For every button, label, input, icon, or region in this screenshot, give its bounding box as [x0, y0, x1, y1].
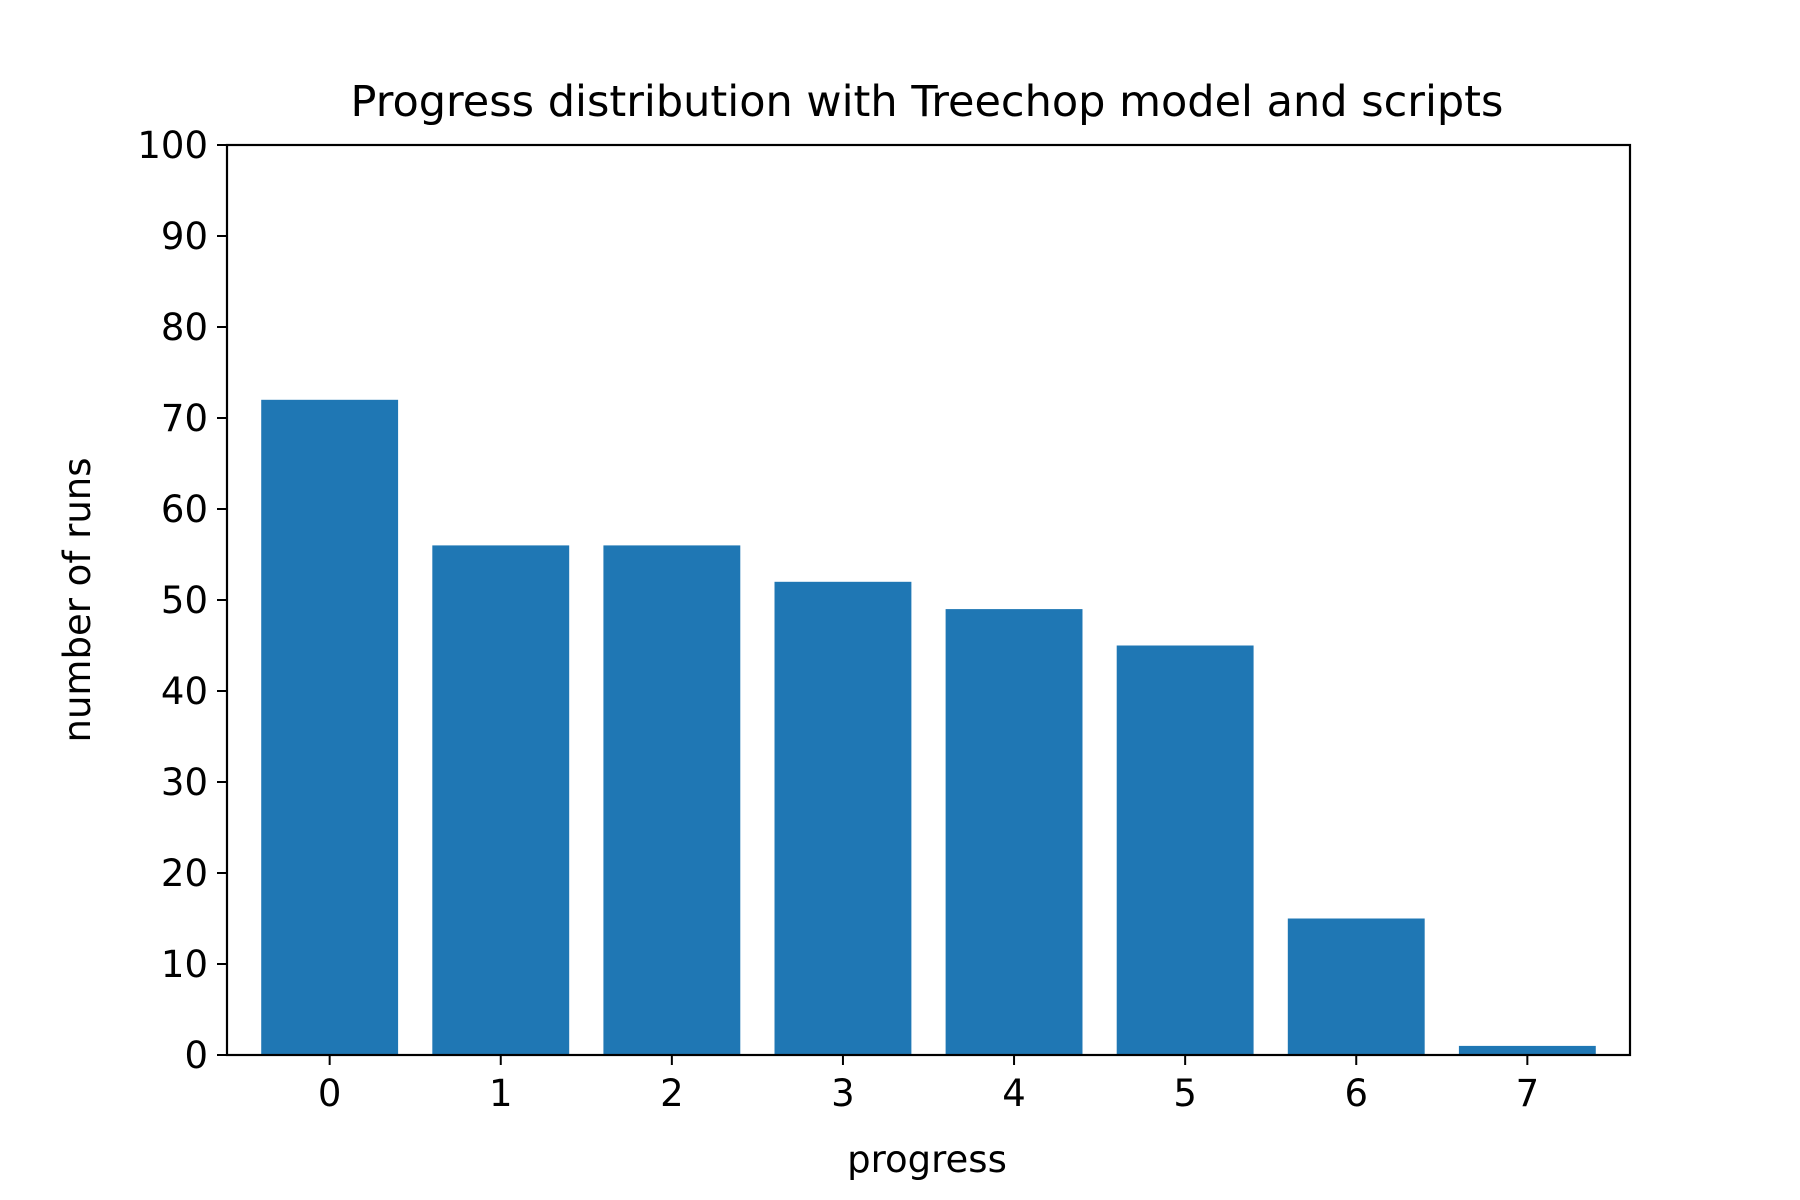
bars-group [261, 399, 1596, 1055]
y-axis-label: number of runs [56, 458, 99, 743]
x-tick-label: 5 [1173, 1072, 1197, 1115]
x-tick-label: 1 [489, 1072, 513, 1115]
y-tick-label: 0 [184, 1034, 208, 1077]
y-tick-label: 80 [161, 306, 208, 349]
x-tick-label: 4 [1002, 1072, 1026, 1115]
bar-0 [261, 399, 399, 1055]
y-tick-label: 10 [161, 943, 208, 986]
y-tick-label: 60 [161, 488, 208, 531]
y-tick-label: 70 [161, 397, 208, 440]
y-tick-label: 20 [161, 852, 208, 895]
y-tick-label: 100 [137, 124, 208, 167]
x-tick-label: 2 [660, 1072, 684, 1115]
bar-6 [1287, 918, 1425, 1055]
x-axis-label: progress [847, 1138, 1007, 1181]
y-tick-label: 50 [161, 579, 208, 622]
x-tick-label: 0 [318, 1072, 342, 1115]
bar-5 [1116, 645, 1254, 1055]
bar-3 [774, 581, 912, 1055]
x-tick-label: 6 [1344, 1072, 1368, 1115]
y-tick-label: 90 [161, 215, 208, 258]
x-tick-label: 7 [1516, 1072, 1540, 1115]
bar-2 [603, 545, 741, 1055]
plot-frame [225, 143, 1632, 1057]
y-tick-label: 30 [161, 761, 208, 804]
bar-7 [1458, 1045, 1596, 1055]
bar-1 [432, 545, 570, 1055]
bar-4 [945, 609, 1083, 1055]
x-tick-label: 3 [831, 1072, 855, 1115]
y-tick-label: 40 [161, 670, 208, 713]
chart-title: Progress distribution with Treechop mode… [351, 77, 1504, 127]
